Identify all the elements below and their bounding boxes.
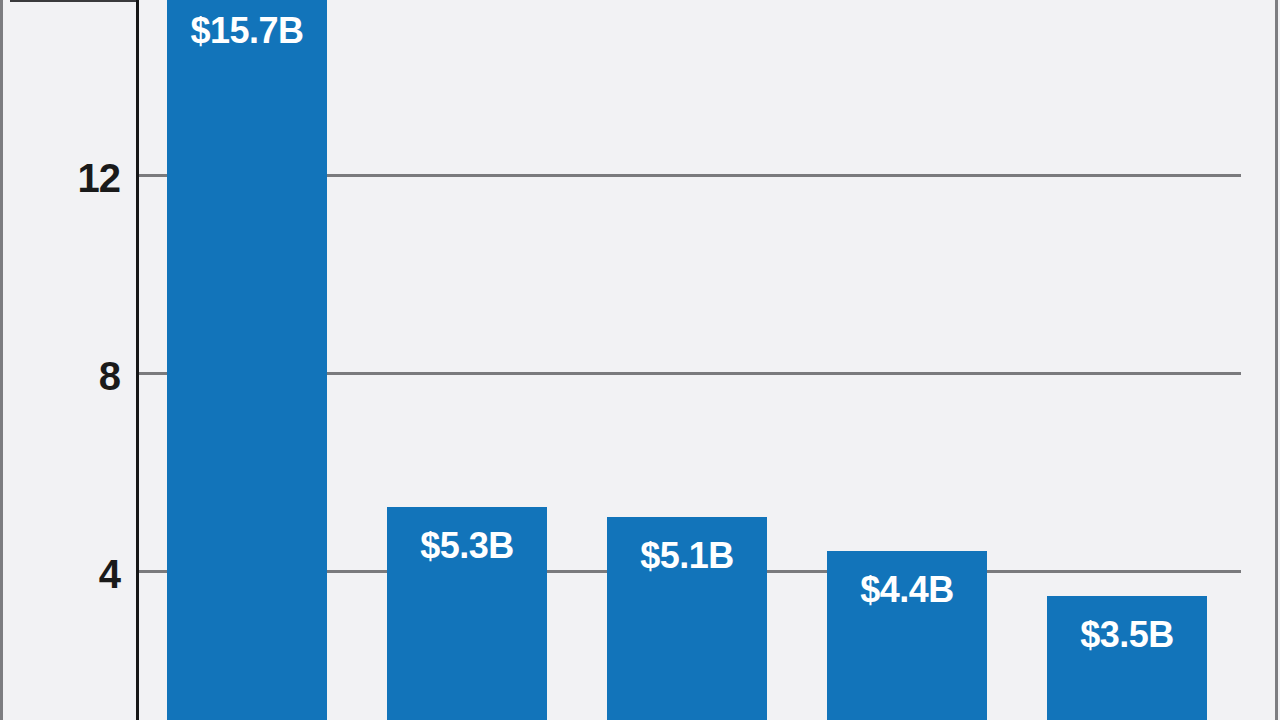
bar: $5.3B	[387, 507, 547, 720]
top-crop-line	[10, 0, 136, 2]
y-tick-label: 8	[10, 354, 120, 398]
bar: $15.7B	[167, 0, 327, 720]
y-tick-label: 12	[10, 156, 120, 200]
bar-value-label: $5.3B	[387, 527, 547, 565]
bar-value-label: $3.5B	[1047, 616, 1207, 654]
y-tick-label: 4	[10, 552, 120, 596]
bar-value-label: $15.7B	[167, 12, 327, 50]
bar: $3.5B	[1047, 596, 1207, 720]
bar-chart: 4 8 12 $15.7B $5.3B $5.1B $4.4B $3.5B	[0, 0, 1280, 720]
bar-value-label: $4.4B	[827, 571, 987, 609]
left-frame-border	[0, 0, 3, 720]
right-frame-border	[1275, 0, 1278, 720]
y-axis-line	[136, 0, 139, 720]
bar-value-label: $5.1B	[607, 537, 767, 575]
bar: $4.4B	[827, 551, 987, 720]
bar: $5.1B	[607, 517, 767, 720]
